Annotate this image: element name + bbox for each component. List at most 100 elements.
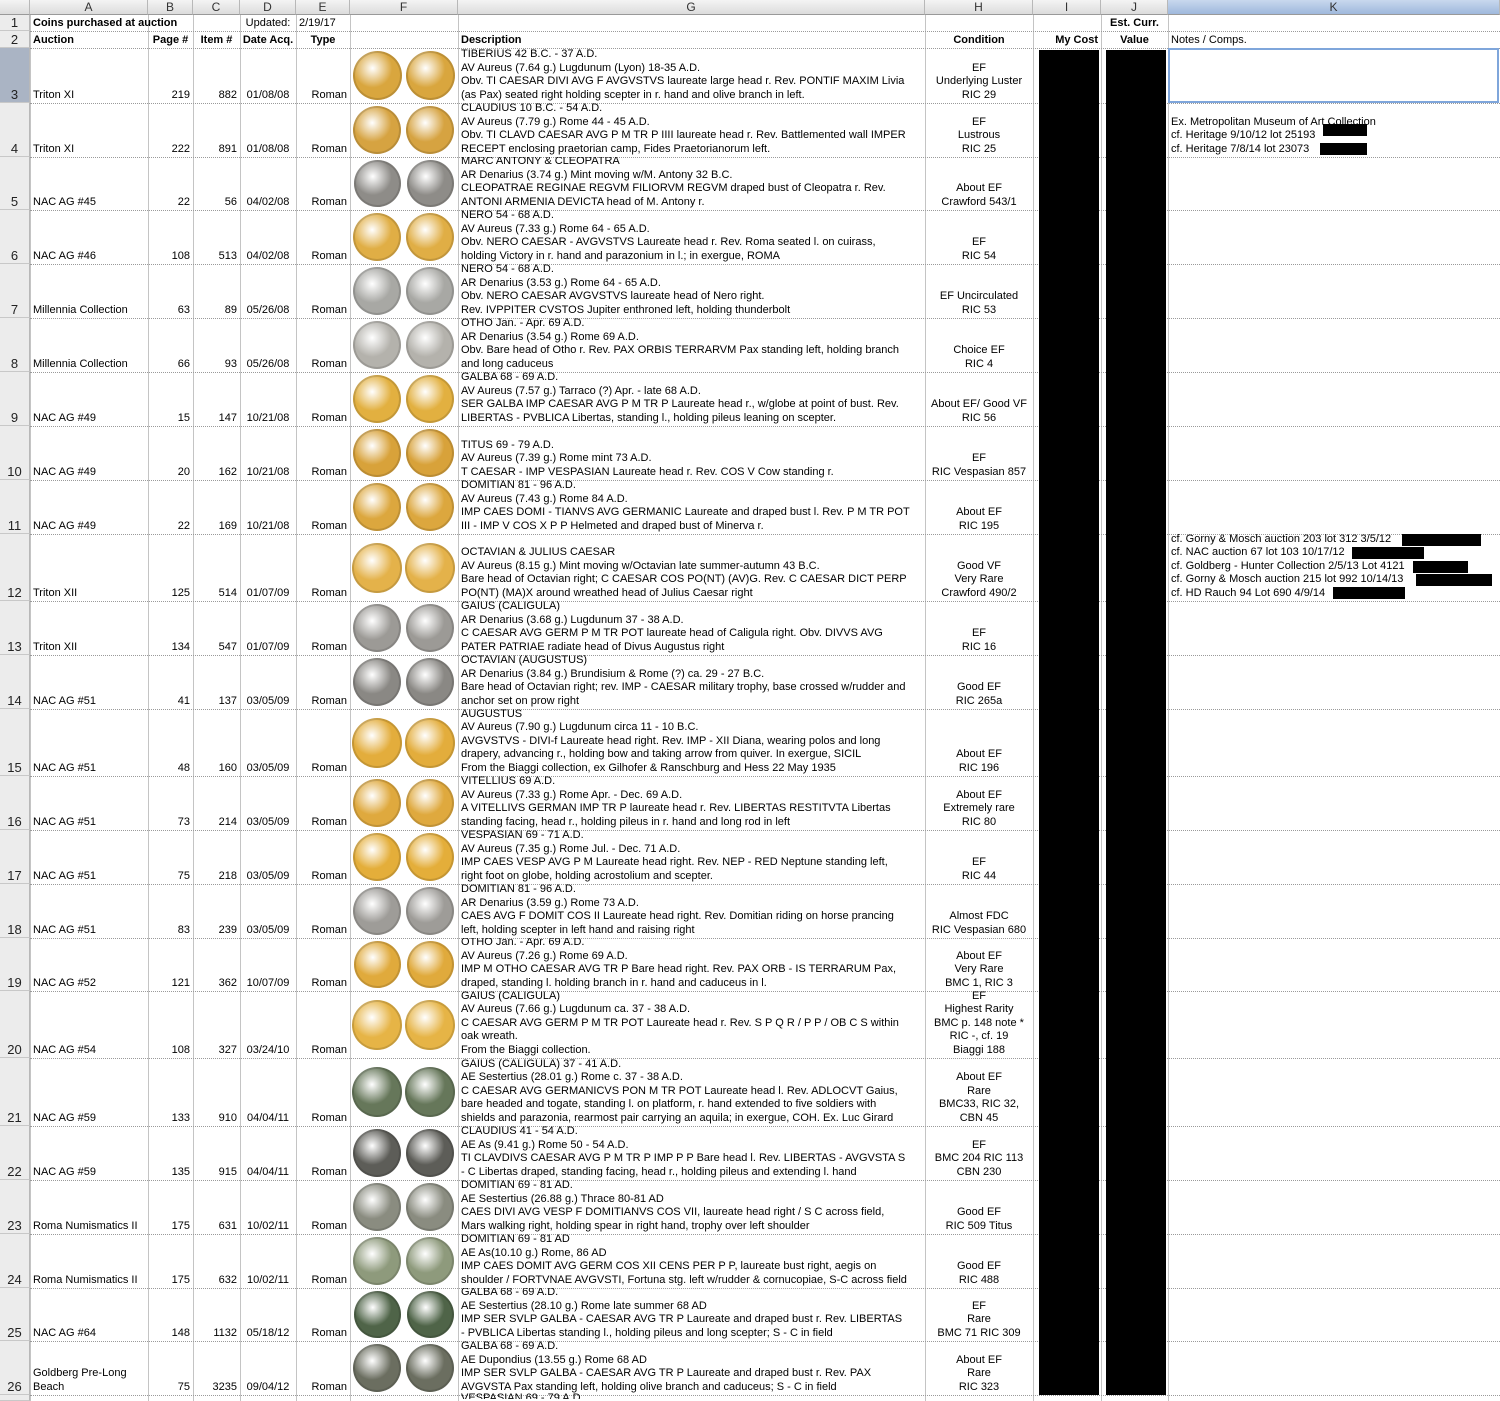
date-acquired-line: 01/07/09 [246,640,290,653]
row-number[interactable]: 5 [0,157,30,210]
page-number: 66 [148,318,193,372]
notes-line: Ex. Metropolitan Museum of Art Collectio… [1171,115,1376,128]
auction: NAC AG #51 [30,655,148,709]
row-divider [30,264,1500,265]
description-line: AR Denarius (3.53 g.) Rome 64 - 65 A.D. [461,276,661,289]
description: NERO 54 - 68 A.D. AR Denarius (3.53 g.) R… [458,264,925,318]
coin-image [405,1067,455,1117]
coin-type: Roman [296,1180,350,1234]
row-number[interactable]: 15 [0,709,30,776]
item-number: 169 [193,480,240,534]
column-divider [148,0,149,1401]
condition: About EF Extremely rare RIC 80 [925,776,1033,830]
condition-line: RIC 323 [958,1380,1000,1393]
item-number: 56 [193,157,240,210]
date-acquired-line: 10/21/08 [246,411,290,424]
coin-image [405,542,455,593]
column-header[interactable]: D [240,0,296,15]
column-header[interactable]: G [458,0,925,15]
row-number[interactable]: 6 [0,210,30,264]
description: OTHO Jan. - Apr. 69 A.D. AR Denarius (3.5… [458,318,925,372]
row-number[interactable]: 24 [0,1234,30,1288]
description-line: AR Denarius (3.74 g.) Mint moving w/M. A… [461,168,733,181]
updated-date-line: 2/19/17 [299,16,336,29]
description-line: right foot on globe, holding acrostolium… [461,869,713,882]
description-line: AV Aureus (7.39 g.) Rome mint 73 A.D. [461,452,652,465]
condition: EF RIC 54 [925,210,1033,264]
row-number[interactable]: 2 [0,31,30,48]
sheet-title: Coins purchased at auction [30,15,193,31]
row-number[interactable]: 3 [0,48,30,103]
coin-image [406,887,454,935]
row-number[interactable]: 7 [0,264,30,318]
description-line: IMP CAES DOMIT AVG GERM COS XII CENS PER… [461,1260,877,1273]
condition: Choice EF RIC 4 [925,318,1033,372]
item-number: 882 [193,48,240,103]
column-header[interactable]: K [1168,0,1500,15]
row-number[interactable]: 1 [0,15,30,31]
condition-line: CBN 45 [959,1111,999,1124]
item-number: 147 [193,372,240,426]
condition-line: BMC 1, RIC 3 [945,976,1013,989]
description-line: AV Aureus (8.15 g.) Mint moving w/Octavi… [461,559,820,572]
page-number: 108 [148,991,193,1058]
row-number[interactable]: 22 [0,1126,30,1180]
auction: NAC AG #59 [30,1058,148,1126]
row-number[interactable]: 21 [0,1058,30,1126]
column-header[interactable]: E [296,0,350,15]
row-number[interactable]: 16 [0,776,30,830]
row-number[interactable]: 10 [0,426,30,480]
column-header[interactable]: J [1101,0,1168,15]
row-number[interactable]: 11 [0,480,30,534]
coin-image [406,604,454,652]
date-acquired-line: 01/08/08 [246,142,290,155]
row-number[interactable]: 12 [0,534,30,601]
corner-cell[interactable] [0,0,30,15]
description: OCTAVIAN & JULIUS CAESAR AV Aureus (8.15 … [458,534,925,601]
description-line: AV Aureus (7.33 g.) Rome 64 - 65 A.D. [461,222,650,235]
coin-type: Roman [296,318,350,372]
description-line: DOMITIAN 69 - 81 AD [461,1234,570,1246]
row-number[interactable]: 14 [0,655,30,709]
auction: Triton XI [30,48,148,103]
column-header[interactable]: H [925,0,1033,15]
row-number[interactable] [0,1395,30,1401]
coin-image [353,1291,401,1338]
row-number[interactable]: 26 [0,1341,30,1395]
description-line: oak wreath. [461,1030,518,1043]
row-number[interactable]: 4 [0,103,30,157]
row-divider [30,372,1500,373]
row-number[interactable]: 18 [0,884,30,938]
condition-line: Rare [967,1313,991,1326]
row-number[interactable]: 25 [0,1288,30,1341]
row-number[interactable]: 13 [0,601,30,655]
notes-line: cf. Gorny & Mosch auction 215 lot 992 10… [1171,573,1404,586]
auction-line: NAC AG #54 [33,1043,96,1056]
description: TIBERIUS 42 B.C. - 37 A.D. AV Aureus (7.6… [458,48,925,103]
column-header[interactable]: B [148,0,193,15]
row-number[interactable]: 8 [0,318,30,372]
row-number[interactable]: 23 [0,1180,30,1234]
condition-line: RIC 4 [964,357,994,370]
row-number[interactable]: 19 [0,938,30,991]
column-header[interactable]: F [350,0,458,15]
date-acquired: 03/05/09 [240,709,296,776]
column-header[interactable]: C [193,0,240,15]
row-number[interactable]: 9 [0,372,30,426]
row-divider [30,534,1500,535]
column-header[interactable]: A [30,0,148,15]
condition: About EF Crawford 543/1 [925,157,1033,210]
description-line: VITELLIUS 69 A.D. [461,776,556,788]
row-number[interactable]: 17 [0,830,30,884]
description-line: Obv. NERO CAESAR AVGVSTVS laureate head … [461,290,765,303]
coin-image [406,1129,454,1177]
description-line: Bare head of Octavian right; rev. IMP - … [461,681,906,694]
row-divider [30,210,1500,211]
condition-line: About EF/ Good VF [931,398,1027,411]
description-line: Obv. NERO CAESAR - AVGVSTVS Laureate hea… [461,236,876,249]
row-number[interactable]: 20 [0,991,30,1058]
coin-type: Roman [296,480,350,534]
column-header[interactable]: I [1033,0,1101,15]
condition: Good EF RIC 265a [925,655,1033,709]
